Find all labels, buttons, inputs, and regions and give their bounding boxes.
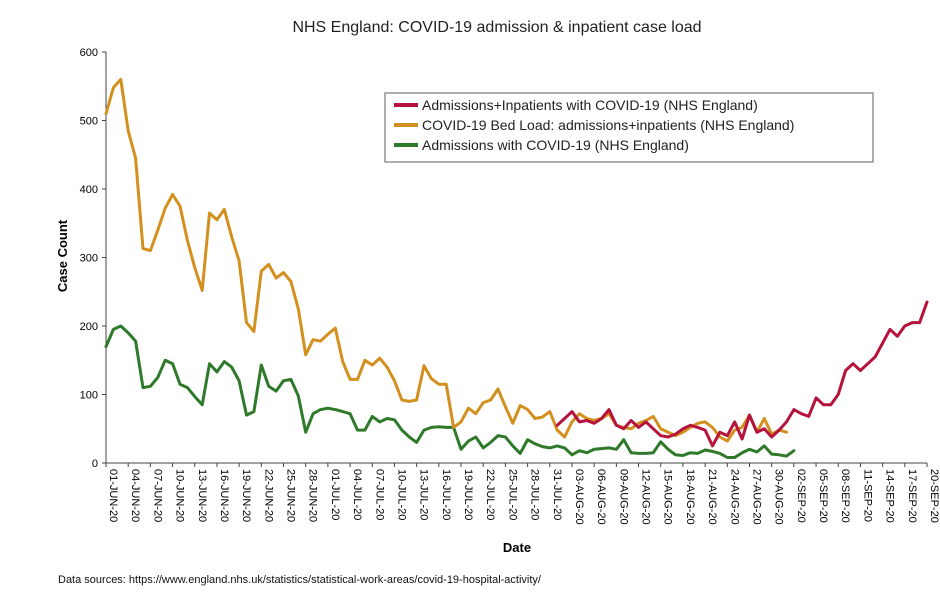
chart-title: NHS England: COVID-19 admission & inpati… <box>292 19 701 36</box>
y-tick-label: 300 <box>80 253 98 265</box>
legend: Admissions+Inpatients with COVID-19 (NHS… <box>384 92 874 163</box>
y-tick-label: 0 <box>92 458 98 470</box>
x-tick-label: 19-JUL-20 <box>462 469 474 520</box>
x-tick-label: 13-JUL-20 <box>418 469 430 520</box>
series-lines <box>104 77 929 459</box>
legend-label-0: Admissions+Inpatients with COVID-19 (NHS… <box>422 97 758 113</box>
series-line-2 <box>104 324 796 459</box>
x-axis-label: Date <box>503 540 531 555</box>
x-tick-label: 17-SEP-20 <box>906 469 918 523</box>
y-tick-label: 600 <box>80 47 98 59</box>
x-tick-label: 14-SEP-20 <box>884 469 896 523</box>
y-tick-label: 400 <box>80 184 98 196</box>
legend-label-1: COVID-19 Bed Load: admissions+inpatients… <box>422 117 794 133</box>
x-tick-label: 12-AUG-20 <box>640 469 652 525</box>
x-tick-label: 09-AUG-20 <box>617 469 629 525</box>
x-tick-label: 13-JUN-20 <box>196 469 208 522</box>
legend-box <box>384 92 874 163</box>
legend-label-2: Admissions with COVID-19 (NHS England) <box>422 137 689 153</box>
x-tick-label: 21-AUG-20 <box>706 469 718 525</box>
y-tick-label: 100 <box>80 390 98 402</box>
x-tick-label: 28-JUN-20 <box>307 469 319 522</box>
plot-area: 0 100 200 300 400 500 600 01-JUN-20 04-JUN-20 07… <box>80 47 940 525</box>
x-tick-label: 30-AUG-20 <box>773 469 785 525</box>
x-ticks: 01-JUN-20 04-JUN-20 07-JUN-20 10-JUN-20 13-J… <box>105 463 940 525</box>
x-tick-label: 16-JUN-20 <box>218 469 230 522</box>
x-tick-label: 05-SEP-20 <box>817 469 829 523</box>
x-tick-label: 01-JUN-20 <box>107 469 119 522</box>
x-tick-label: 01-JUL-20 <box>329 469 341 520</box>
x-tick-label: 11-SEP-20 <box>861 469 873 522</box>
x-tick-label: 02-SEP-20 <box>795 469 807 523</box>
x-tick-label: 28-JUL-20 <box>529 469 541 520</box>
x-tick-label: 22-JUL-20 <box>484 469 496 520</box>
x-tick-label: 10-JUL-20 <box>395 469 407 520</box>
x-tick-label: 20-SEP-20 <box>928 469 940 523</box>
x-tick-label: 04-JUN-20 <box>129 469 141 522</box>
x-tick-label: 18-AUG-20 <box>684 469 696 525</box>
x-tick-label: 07-JUN-20 <box>151 469 163 522</box>
series-line-0 <box>555 300 929 448</box>
y-tick-label: 200 <box>80 321 98 333</box>
x-tick-label: 06-AUG-20 <box>595 469 607 525</box>
x-tick-label: 08-SEP-20 <box>839 469 851 523</box>
x-tick-label: 22-JUN-20 <box>262 469 274 522</box>
x-tick-label: 03-AUG-20 <box>573 469 585 525</box>
x-tick-label: 07-JUL-20 <box>373 469 385 520</box>
x-tick-label: 31-JUL-20 <box>551 469 563 520</box>
y-axis-label: Case Count <box>55 219 70 292</box>
x-tick-label: 15-AUG-20 <box>662 469 674 525</box>
x-tick-label: 19-JUN-20 <box>240 469 252 522</box>
y-ticks: 0 100 200 300 400 500 600 <box>80 47 106 470</box>
x-tick-label: 04-JUL-20 <box>351 469 363 520</box>
x-tick-label: 25-JUN-20 <box>285 469 297 522</box>
data-source-note: Data sources: https://www.england.nhs.uk… <box>58 574 542 586</box>
y-tick-label: 500 <box>80 116 98 128</box>
x-tick-label: 16-JUL-20 <box>440 469 452 520</box>
x-tick-label: 10-JUN-20 <box>174 469 186 522</box>
x-tick-label: 25-JUL-20 <box>506 469 518 520</box>
x-tick-label: 24-AUG-20 <box>728 469 740 525</box>
x-tick-label: 27-AUG-20 <box>750 469 762 525</box>
